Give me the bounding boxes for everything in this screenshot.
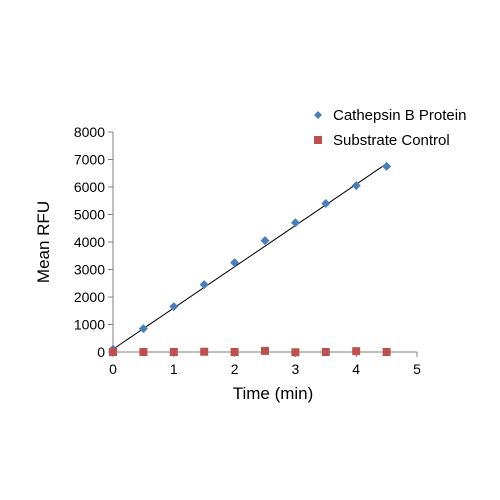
data-point-substrate xyxy=(200,347,209,356)
data-point-substrate xyxy=(261,346,269,355)
y-tick-label: 1000 xyxy=(74,317,105,333)
data-point-cathepsin xyxy=(138,324,148,334)
x-axis-title: Time (min) xyxy=(233,384,314,403)
x-tick-label: 3 xyxy=(292,361,300,377)
data-point-cathepsin xyxy=(321,199,331,208)
x-tick-label: 5 xyxy=(413,361,421,377)
data-point-substrate xyxy=(352,347,361,356)
y-tick-label: 7000 xyxy=(74,152,105,168)
y-tick-label: 0 xyxy=(97,344,105,360)
trendline-layer xyxy=(112,163,387,350)
y-tick-label: 2000 xyxy=(74,289,105,305)
data-point-substrate xyxy=(291,348,300,357)
data-point-substrate xyxy=(139,348,148,356)
data-point-cathepsin xyxy=(382,161,392,171)
data-point-cathepsin xyxy=(199,280,209,290)
y-tick-label: 6000 xyxy=(74,179,105,195)
data-point-substrate xyxy=(230,348,239,356)
legend-marker-diamond xyxy=(314,111,322,119)
y-tick-label: 5000 xyxy=(74,207,105,223)
y-tick-label: 4000 xyxy=(74,234,105,250)
y-tick-label: 8000 xyxy=(74,124,105,140)
legend-label: Cathepsin B Protein xyxy=(333,107,466,124)
data-point-cathepsin xyxy=(230,258,240,268)
trendline xyxy=(112,163,387,350)
x-tick-label: 2 xyxy=(231,361,239,377)
legend-marker-square xyxy=(314,136,322,144)
x-tick-label: 1 xyxy=(170,361,178,377)
axes: 0 1000 2000 3000 4000 5000 6000 7000 8000 0 1 2 3 4 5 xyxy=(74,124,421,377)
data-point-cathepsin xyxy=(260,236,270,246)
y-axis-title: Mean RFU xyxy=(34,201,53,283)
legend-label: Substrate Control xyxy=(333,132,450,149)
data-points xyxy=(108,161,392,357)
data-point-substrate xyxy=(321,348,330,356)
x-tick-label: 4 xyxy=(352,361,360,377)
data-point-cathepsin xyxy=(351,181,361,191)
data-point-substrate xyxy=(169,348,178,356)
data-point-cathepsin xyxy=(169,302,179,312)
legend: Cathepsin B Protein Substrate Control xyxy=(314,107,466,149)
data-point-substrate xyxy=(382,348,391,356)
data-point-cathepsin xyxy=(290,218,300,228)
data-point-substrate xyxy=(109,348,117,356)
y-tick-label: 3000 xyxy=(74,262,105,278)
x-tick-label: 0 xyxy=(109,361,117,377)
